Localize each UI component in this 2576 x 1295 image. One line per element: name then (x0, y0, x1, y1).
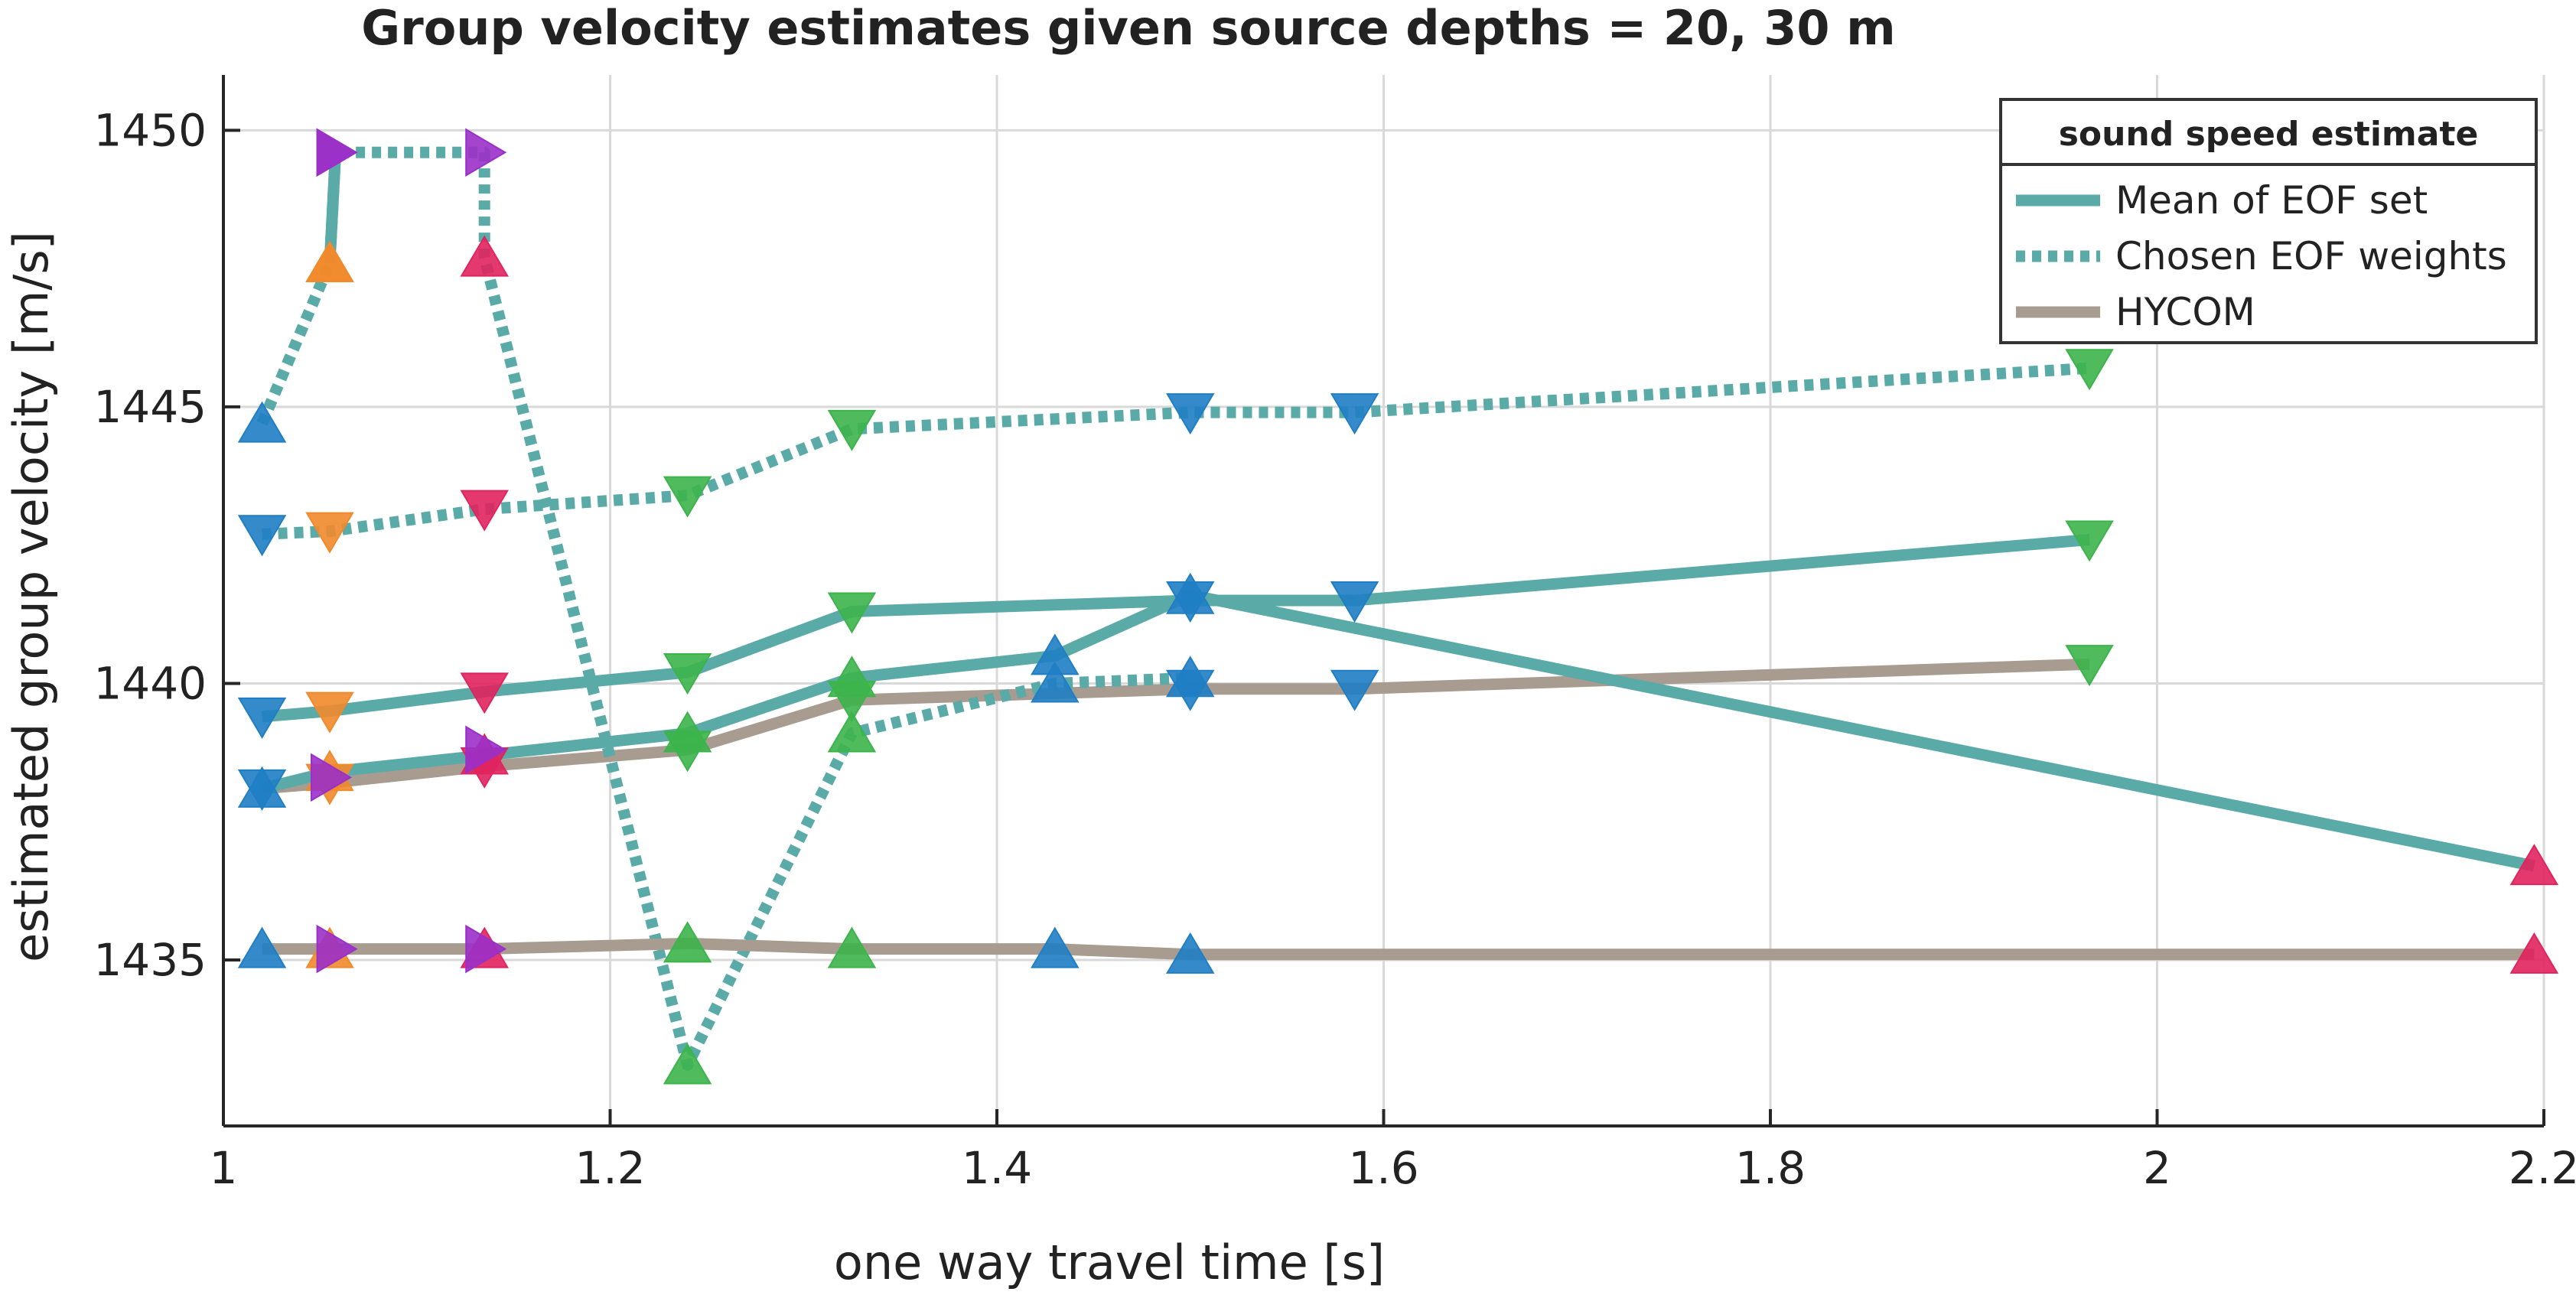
data-point-marker (1031, 661, 1080, 703)
legend-entry-label: HYCOM (2115, 290, 2255, 334)
data-markers (237, 128, 2559, 1085)
data-point-marker (316, 128, 358, 177)
data-point-marker (465, 725, 507, 775)
data-point-marker (237, 766, 287, 808)
data-point-marker (2065, 349, 2114, 391)
axes: 1 1.2 1.4 1.6 1.8 2 2.2 1435 1440 1445 1450 (93, 75, 2576, 1194)
x-tick-label: 1 (210, 1142, 238, 1194)
data-point-marker (2065, 645, 2114, 687)
x-tick-label: 1.8 (1735, 1142, 1806, 1194)
data-point-marker (237, 401, 287, 443)
series-line (262, 362, 2090, 540)
data-point-marker (1330, 669, 1379, 711)
x-tick-label: 1.6 (1348, 1142, 1418, 1194)
y-axis-label: estimated group velocity [m/s] (3, 231, 59, 962)
legend-entries: Mean of EOF set Chosen EOF weights HYCOM (2016, 178, 2507, 334)
data-point-marker (316, 924, 358, 974)
data-point-marker (663, 1043, 712, 1085)
data-point-marker (305, 512, 354, 554)
data-point-marker (460, 672, 509, 714)
data-point-marker (465, 924, 507, 974)
data-point-marker (827, 656, 877, 698)
data-point-marker (237, 926, 287, 968)
y-tick-label: 1445 (93, 381, 207, 433)
y-tick-label: 1450 (93, 104, 207, 156)
legend-entry-label: Chosen EOF weights (2115, 234, 2507, 278)
data-point-marker (1330, 393, 1379, 435)
data-point-marker (311, 753, 352, 802)
data-point-marker (465, 128, 507, 177)
data-point-marker (1166, 393, 1215, 435)
x-tick-label: 1.4 (962, 1142, 1032, 1194)
data-point-marker (460, 235, 509, 277)
x-tick-label: 1.2 (575, 1142, 645, 1194)
data-point-marker (1330, 581, 1379, 623)
data-point-marker (305, 691, 354, 734)
data-point-marker (827, 592, 877, 634)
series-line (261, 658, 2090, 795)
data-point-marker (2509, 844, 2559, 886)
data-point-marker (827, 409, 877, 451)
data-point-marker (2065, 520, 2114, 562)
data-point-marker (1031, 926, 1080, 968)
legend: sound speed estimate Mean of EOF set Chos… (1999, 98, 2538, 344)
data-point-marker (1166, 656, 1215, 698)
legend-title: sound speed estimate (2059, 115, 2479, 154)
data-point-marker (663, 476, 712, 518)
series-line (261, 534, 2090, 723)
data-point-marker (663, 711, 712, 753)
x-tick-label: 2 (2143, 1142, 2171, 1194)
data-point-marker (827, 711, 877, 753)
data-point-marker (237, 697, 287, 739)
data-point-marker (2509, 932, 2559, 974)
legend-box (1999, 98, 2538, 344)
data-point-marker (827, 926, 877, 968)
data-point-marker (1031, 633, 1080, 675)
data-point-marker (460, 490, 509, 532)
x-axis-label: one way travel time [s] (834, 1235, 1385, 1290)
series-line (262, 937, 2535, 961)
y-tick-label: 1440 (93, 657, 207, 709)
data-point-marker (663, 921, 712, 963)
x-tick-label: 2.2 (2509, 1142, 2576, 1194)
legend-entry-label: Mean of EOF set (2115, 178, 2428, 223)
data-point-marker (663, 653, 712, 695)
series-line (260, 589, 2535, 872)
data-point-marker (1166, 572, 1215, 614)
chart-title: Group velocity estimates given source de… (361, 0, 1896, 56)
data-point-marker (305, 240, 354, 282)
data-point-marker (1166, 932, 1215, 974)
y-tick-label: 1435 (93, 934, 207, 986)
data-point-marker (237, 515, 287, 557)
series-lines (256, 146, 2535, 1071)
